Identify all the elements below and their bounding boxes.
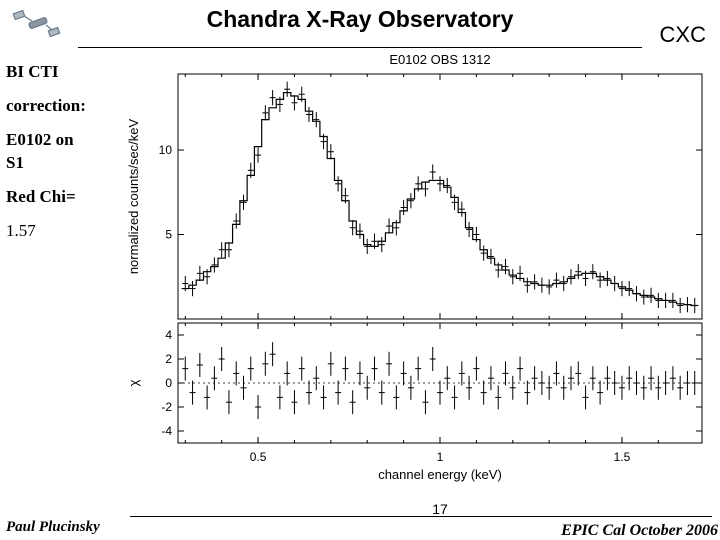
svg-text:0: 0: [165, 376, 172, 390]
svg-text:normalized counts/sec/keV: normalized counts/sec/keV: [126, 118, 141, 274]
cxc-label: CXC: [660, 22, 706, 48]
sidebar-notes: BI CTI correction: E0102 onS1 Red Chi= 1…: [6, 60, 106, 253]
svg-text:17: 17: [432, 501, 448, 517]
spectrum-chart: E0102 OBS 1312510normalized counts/sec/k…: [120, 50, 710, 520]
svg-text:-2: -2: [161, 400, 172, 414]
footer-author: Paul Plucinsky: [6, 519, 100, 536]
note-line: correction:: [6, 94, 106, 118]
svg-text:4: 4: [165, 328, 172, 342]
svg-text:0.5: 0.5: [250, 450, 267, 464]
note-line: Red Chi=: [6, 185, 106, 209]
svg-text:10: 10: [159, 143, 173, 157]
footer-line: [130, 516, 712, 517]
svg-text:1: 1: [437, 450, 444, 464]
svg-text:E0102 OBS 1312: E0102 OBS 1312: [389, 52, 490, 67]
note-line: 1.57: [6, 219, 106, 243]
footer-conference: EPIC Cal October 2006: [561, 522, 718, 540]
svg-text:1.5: 1.5: [614, 450, 631, 464]
note-line: E0102 onS1: [6, 128, 106, 176]
note-line: BI CTI: [6, 60, 106, 84]
svg-text:-4: -4: [161, 424, 172, 438]
svg-text:χ: χ: [126, 379, 141, 386]
svg-text:channel energy (keV): channel energy (keV): [378, 467, 502, 482]
svg-text:5: 5: [165, 228, 172, 242]
svg-text:2: 2: [165, 352, 172, 366]
page-title: Chandra X-Ray Observatory: [0, 6, 720, 33]
